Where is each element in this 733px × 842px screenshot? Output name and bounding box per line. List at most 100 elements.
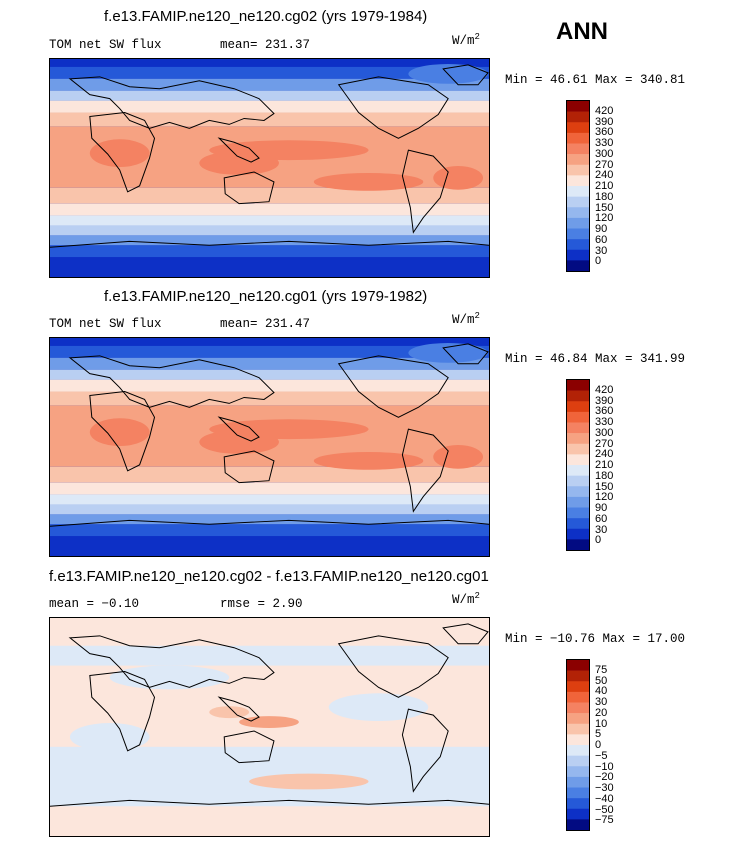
colorbar-swatch xyxy=(567,475,589,487)
band xyxy=(50,78,489,91)
coastlines xyxy=(50,343,489,527)
band xyxy=(50,536,489,556)
colorbar-tick-label: 180 xyxy=(595,469,614,482)
panel3-rmse-label: rmse = 2.90 xyxy=(220,597,303,611)
colorbar-swatch xyxy=(567,755,589,767)
colorbar-swatch xyxy=(567,702,589,714)
colorbar-tick-label: 120 xyxy=(595,212,614,225)
colorbar-swatch xyxy=(567,660,589,671)
warm-blob xyxy=(249,773,369,790)
colorbar-tick-label: 150 xyxy=(595,201,614,214)
warm-blob xyxy=(199,430,279,454)
eurasia-coast xyxy=(68,76,275,129)
colorbar-tick-label: 300 xyxy=(595,426,614,439)
colorbar-tick-label: 210 xyxy=(595,459,614,471)
colorbar-tick-label: 420 xyxy=(595,104,614,117)
colorbar-tick-label: 330 xyxy=(595,137,614,149)
colorbar-tick-label: 390 xyxy=(595,115,614,128)
colorbar-swatch xyxy=(567,390,589,402)
colorbar-swatch xyxy=(567,249,589,261)
eurasia-coast xyxy=(68,635,275,688)
colorbar-tick-label: 30 xyxy=(595,696,608,708)
maritime-coast xyxy=(217,696,260,722)
colorbar-tick-label: 0 xyxy=(595,534,602,547)
colorbar-tick-label: −40 xyxy=(595,792,614,805)
band xyxy=(50,112,489,127)
samerica-coast xyxy=(401,428,449,513)
colorbar-tick-label: −30 xyxy=(595,782,614,794)
colorbar-swatch xyxy=(567,239,589,251)
colorbar-tick-label: 150 xyxy=(595,480,614,493)
colorbar-swatch xyxy=(567,539,589,550)
antarctica-coast xyxy=(50,240,489,248)
colorbar-swatch xyxy=(567,217,589,229)
colorbar-tick-label: 270 xyxy=(595,158,614,171)
panel1-map xyxy=(49,58,490,278)
band xyxy=(50,215,489,226)
colorbar-swatch xyxy=(567,164,589,176)
africa-coast xyxy=(89,112,156,193)
colorbar-tick-label: −10 xyxy=(595,760,614,773)
colorbar-swatch xyxy=(567,433,589,445)
band xyxy=(50,482,489,495)
greenland-coast xyxy=(442,64,489,86)
colorbar-swatch xyxy=(567,422,589,434)
band xyxy=(50,203,489,216)
panel1-units: W/m2 xyxy=(452,32,480,49)
colorbar-tick-label: 210 xyxy=(595,180,614,192)
colorbar-tick-label: −50 xyxy=(595,803,614,816)
colorbar-swatch xyxy=(567,691,589,703)
colorbar-tick-label: 5 xyxy=(595,728,602,741)
greenland-coast xyxy=(442,623,489,645)
colorbar-swatch xyxy=(567,186,589,197)
band xyxy=(50,66,489,79)
panel1-map-svg xyxy=(50,59,489,277)
band xyxy=(50,100,489,113)
colorbar-swatch xyxy=(567,486,589,498)
colorbar-swatch xyxy=(567,798,589,810)
namerica-coast xyxy=(337,355,449,418)
maritime-coast xyxy=(217,416,260,442)
antarctica-coast xyxy=(50,519,489,527)
panel1-mean-label: mean= 231.37 xyxy=(220,38,311,52)
band xyxy=(50,504,489,515)
colorbar-swatch xyxy=(567,411,589,423)
namerica-coast xyxy=(337,635,449,698)
colorbar-swatch xyxy=(567,454,589,466)
colorbar-swatch xyxy=(567,808,589,820)
warm-blob xyxy=(89,139,150,168)
band xyxy=(50,379,489,392)
colorbar-tick-label: 360 xyxy=(595,405,614,418)
colorbar-swatch xyxy=(567,670,589,682)
colorbar-swatch xyxy=(567,111,589,123)
warm-blob xyxy=(199,151,279,175)
colorbar-swatch xyxy=(567,465,589,476)
warm-blob xyxy=(433,166,484,190)
colorbar-tick-label: −20 xyxy=(595,771,614,784)
colorbar-swatch xyxy=(567,713,589,725)
colorbar-tick-label: 40 xyxy=(595,685,608,698)
panel3-map xyxy=(49,617,490,837)
africa-coast xyxy=(89,671,156,752)
colorbar-tick-label: 300 xyxy=(595,147,614,160)
colorbar-swatch xyxy=(567,734,589,746)
panel1-colorbar xyxy=(566,100,590,272)
colorbar-swatch xyxy=(567,132,589,144)
colorbar-tick-label: 120 xyxy=(595,491,614,504)
colorbar-swatch xyxy=(567,787,589,799)
panel3-colorbar xyxy=(566,659,590,831)
colorbar-tick-label: 90 xyxy=(595,223,608,235)
eurasia-coast xyxy=(68,355,275,408)
band xyxy=(50,494,489,505)
colorbar-swatch xyxy=(567,518,589,530)
colorbar-swatch xyxy=(567,143,589,155)
band xyxy=(50,369,489,380)
cool-blob xyxy=(69,723,150,751)
panel2-left-label: TOM net SW flux xyxy=(49,317,162,331)
colorbar-tick-label: 390 xyxy=(595,394,614,407)
colorbar-swatch xyxy=(567,154,589,166)
band xyxy=(50,514,489,525)
panel1-left-label: TOM net SW flux xyxy=(49,38,162,52)
samerica-coast xyxy=(401,708,449,793)
colorbar-tick-label: −5 xyxy=(595,749,608,762)
